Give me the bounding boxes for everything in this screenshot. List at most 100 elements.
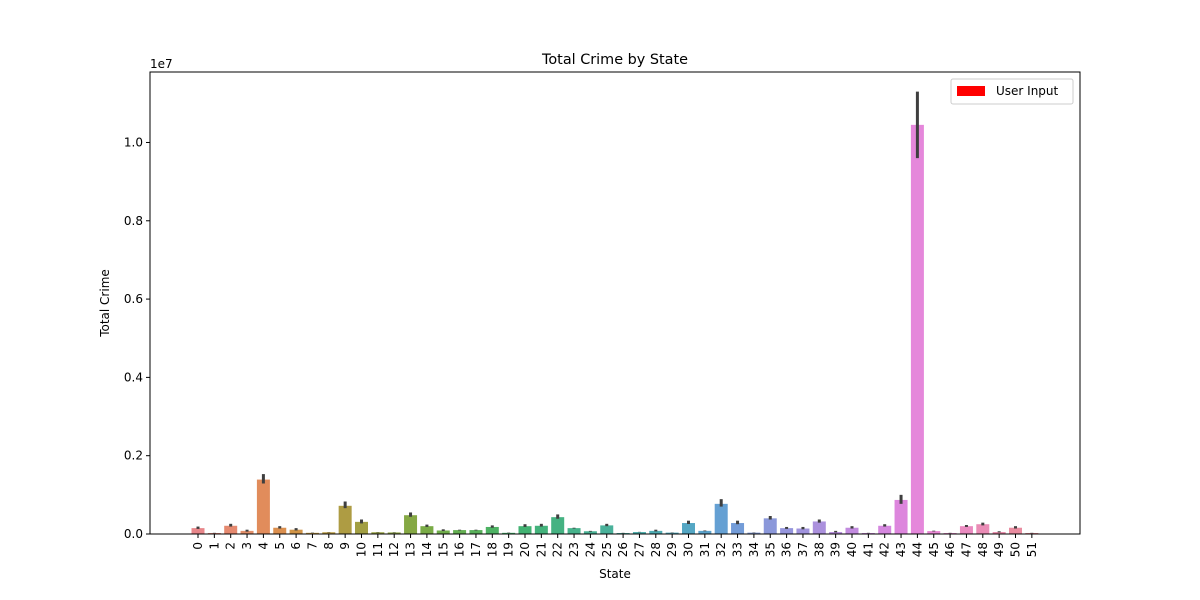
- x-tick-label: 36: [780, 542, 794, 557]
- x-tick-label: 1: [207, 542, 221, 550]
- legend-label: User Input: [996, 84, 1059, 98]
- bar-state-20: [518, 526, 532, 534]
- x-tick-label: 7: [305, 542, 319, 550]
- bar-state-48: [976, 524, 990, 534]
- bar-state-31: [698, 530, 712, 534]
- x-tick-label: 44: [910, 542, 924, 557]
- x-tick-label: 35: [763, 542, 777, 557]
- x-tick-label: 14: [420, 542, 434, 557]
- x-tick-label: 19: [502, 542, 516, 557]
- y-tick-label: 0.6: [124, 292, 143, 306]
- bar-state-6: [289, 529, 303, 534]
- error-bars-group: [196, 91, 1034, 534]
- x-tick-label: 6: [289, 542, 303, 550]
- x-tick-label: 22: [551, 542, 565, 557]
- y-tick-label: 0.4: [124, 370, 143, 384]
- x-tick-label: 17: [469, 542, 483, 557]
- x-tick-label: 51: [1025, 542, 1039, 557]
- bar-state-38: [812, 521, 826, 534]
- bar-state-33: [731, 523, 745, 534]
- x-tick-label: 12: [387, 542, 401, 557]
- bar-state-44: [910, 124, 924, 535]
- bar-state-17: [469, 530, 483, 534]
- x-tick-label: 8: [322, 542, 336, 550]
- x-tick-label: 15: [436, 542, 450, 557]
- y-tick-label: 0.8: [124, 214, 143, 228]
- x-tick-label: 25: [600, 542, 614, 557]
- x-tick-label: 46: [943, 542, 957, 557]
- x-tick-label: 5: [273, 542, 287, 550]
- bar-state-3: [240, 530, 254, 534]
- bar-state-14: [420, 526, 434, 534]
- bar-state-36: [780, 528, 794, 534]
- bar-state-30: [682, 523, 695, 534]
- x-tick-label: 24: [583, 542, 597, 557]
- bar-state-34: [747, 532, 761, 534]
- bar-state-4: [256, 479, 270, 534]
- x-tick-label: 28: [649, 542, 663, 557]
- bar-state-22: [551, 517, 565, 534]
- x-tick-label: 16: [453, 542, 467, 557]
- bar-state-11: [371, 532, 385, 534]
- x-tick-label: 21: [534, 542, 548, 557]
- x-tick-label: 20: [518, 542, 532, 557]
- bar-state-12: [387, 532, 401, 534]
- x-tick-label: 47: [959, 542, 973, 557]
- x-tick-label: 42: [878, 542, 892, 557]
- bar-state-32: [714, 503, 728, 534]
- x-tick-label: 27: [632, 542, 646, 557]
- x-tick-label: 4: [256, 542, 270, 550]
- x-tick-label: 33: [731, 542, 745, 557]
- bar-state-27: [632, 532, 646, 534]
- x-tick-label: 26: [616, 542, 630, 557]
- x-tick-label: 31: [698, 542, 712, 557]
- bar-state-19: [502, 532, 516, 534]
- y-axis-ticks: 0.0 0.2 0.4 0.6 0.8 1.0: [124, 135, 150, 541]
- x-axis-ticks: 0 1 2 3 4 5 6 7 8 9 10 11 12 13 14 15 16 17 18 19 20 21 22 23 24…: [191, 534, 1039, 557]
- bar-state-39: [829, 532, 843, 534]
- x-axis-label: State: [599, 567, 631, 581]
- bar-state-16: [453, 530, 467, 534]
- x-tick-label: 11: [371, 542, 385, 557]
- bar-state-43: [894, 499, 908, 534]
- x-tick-label: 43: [894, 542, 908, 557]
- x-tick-label: 40: [845, 542, 859, 557]
- x-tick-label: 0: [191, 542, 205, 550]
- bars-group: [191, 124, 1039, 535]
- chart-title: Total Crime by State: [541, 52, 688, 68]
- y-tick-label: 0.2: [124, 449, 143, 463]
- x-tick-label: 50: [1009, 542, 1023, 557]
- bar-state-15: [436, 530, 450, 534]
- x-tick-label: 41: [861, 542, 875, 557]
- bar-state-49: [992, 532, 1006, 534]
- x-tick-label: 10: [355, 542, 369, 557]
- x-tick-label: 39: [829, 542, 843, 557]
- legend: User Input: [950, 78, 1074, 105]
- x-tick-label: 3: [240, 542, 254, 550]
- bar-state-24: [583, 531, 597, 534]
- bar-state-10: [355, 521, 368, 534]
- plot-frame: [149, 71, 1081, 535]
- x-tick-label: 38: [812, 542, 826, 557]
- legend-swatch: [957, 86, 985, 96]
- bar-state-35: [763, 518, 777, 534]
- y-tick-label: 1.0: [124, 135, 143, 149]
- bar-state-21: [534, 525, 548, 534]
- bar-state-50: [1009, 527, 1022, 534]
- bar-state-45: [927, 531, 941, 534]
- bar-state-42: [878, 525, 892, 534]
- x-tick-label: 48: [976, 542, 990, 557]
- x-tick-label: 23: [567, 542, 581, 557]
- y-tick-label: 0.0: [124, 527, 143, 541]
- bar-state-13: [404, 515, 418, 534]
- bar-state-40: [845, 527, 859, 534]
- x-tick-label: 9: [338, 542, 352, 550]
- x-tick-label: 30: [682, 542, 696, 557]
- bar-state-47: [959, 526, 973, 534]
- x-tick-label: 18: [485, 542, 499, 557]
- bar-state-5: [273, 527, 287, 534]
- x-tick-label: 45: [927, 542, 941, 557]
- y-axis-label: Total Crime: [98, 269, 112, 338]
- bar-state-28: [649, 530, 663, 534]
